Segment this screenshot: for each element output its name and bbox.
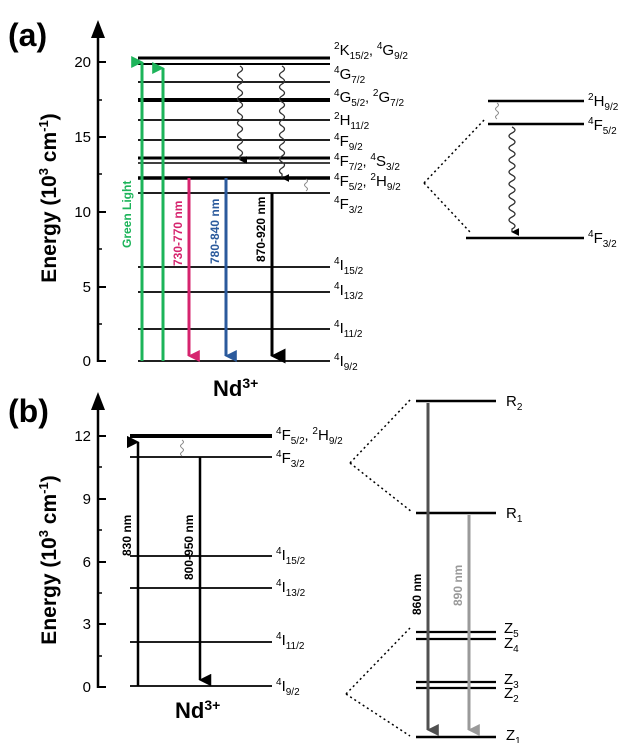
zoom-connector-line	[345, 693, 411, 737]
emission-label-780-840: 780-840 nm	[208, 199, 222, 264]
panel-a-level-labels: 2K15/2, 4G9/2 4G7/2 4G5/2, 2G7/2 2H11/2 …	[334, 41, 408, 373]
green-light-label: Green Light	[120, 181, 134, 248]
emission-label-890: 890 nm	[451, 565, 465, 606]
small-relaxation-squiggle	[180, 439, 184, 457]
panel-b-y-axis-arrowhead	[91, 392, 105, 410]
zoom-connector-line	[423, 182, 471, 233]
zoom-connector-line	[349, 399, 411, 464]
excitation-label-830: 830 nm	[120, 515, 134, 556]
inset-label-H9: 2H9/2	[588, 92, 619, 113]
level-label-I15: 4I15/2	[334, 256, 364, 277]
panel-b-axis-title: Energy (103 cm-1)	[36, 475, 61, 644]
level-label-G5-G7: 4G5/2, 2G7/2	[334, 88, 404, 109]
panel-a-tick-label: 5	[83, 279, 91, 296]
level-label-F7-S3: 4F7/2, 4S3/2	[334, 152, 400, 173]
panel-a-label: (a)	[8, 17, 47, 53]
panel-a-tick-label: 0	[83, 353, 91, 370]
level-label-I11: 4I11/2	[334, 319, 363, 340]
level-label-F9: 4F9/2	[334, 132, 363, 153]
level-label-I9: 4I9/2	[334, 352, 358, 373]
stark-label-Z4: Z4	[504, 635, 519, 655]
stark-label-R1: R1	[506, 505, 523, 525]
level-label-I11: 4I11/2	[276, 631, 305, 652]
panel-a-tick-label: 20	[74, 54, 91, 71]
panel-a-tick-label: 10	[74, 204, 91, 221]
level-label-I9: 4I9/2	[276, 677, 300, 698]
panel-b-level-labels: 4F5/2, 2H9/2 4F3/2 4I15/2 4I13/2 4I11/2 …	[276, 426, 343, 698]
level-label-I15: 4I15/2	[276, 546, 306, 567]
level-label-F3: 4F3/2	[334, 195, 363, 216]
inset-relaxation-arrow	[508, 126, 520, 236]
stark-label-Z3: Z3	[504, 671, 519, 691]
panel-a-tick-label: 15	[74, 129, 91, 146]
level-label-I13: 4I13/2	[334, 281, 364, 302]
panel-b-ion-label: Nd3+	[175, 697, 220, 723]
panel-a-axis-title: Energy (103 cm-1)	[36, 113, 61, 282]
zoom-connector-line	[345, 627, 411, 695]
stark-label-Z2: Z2	[504, 685, 519, 705]
nonradiative-relaxation-arrow	[236, 65, 248, 164]
emission-label-730-770: 730-770 nm	[171, 201, 185, 266]
panel-b-tick-label: 3	[83, 616, 91, 633]
panel-b-tick-label: 0	[83, 679, 91, 696]
level-label-F5-H9: 4F5/2, 2H9/2	[334, 172, 401, 193]
level-label-I13: 4I13/2	[276, 578, 306, 599]
panel-a-levels	[138, 56, 330, 362]
emission-label-860: 860 nm	[410, 574, 424, 615]
small-relaxation-squiggle	[304, 178, 308, 192]
inset-label-F5: 4F5/2	[588, 116, 617, 137]
level-label-H11: 2H11/2	[334, 111, 370, 132]
level-label-G7: 4G7/2	[334, 65, 366, 86]
panel-b-tick-label: 6	[83, 554, 91, 571]
inset-small-squiggle	[495, 102, 499, 120]
level-label-K15-G9: 2K15/2, 4G9/2	[334, 41, 408, 62]
panel-a-y-axis-arrowhead	[91, 20, 105, 38]
level-label-F5-H9: 4F5/2, 2H9/2	[276, 426, 343, 447]
inset-label-F3: 4F3/2	[588, 229, 617, 250]
stark-label-R2: R2	[506, 393, 523, 413]
stark-labels: R2 R1 Z5 Z4 Z3 Z2 Z1	[504, 393, 523, 743]
panel-a-inset: 2H9/2 4F5/2 4F3/2	[466, 92, 619, 250]
panel-b: (b) Energy (103 cm-1) 0 3 6 9 12 830 nm	[8, 392, 523, 743]
level-label-F3: 4F3/2	[276, 449, 305, 470]
panel-b-tick-label: 12	[74, 428, 91, 445]
panel-b-tick-label: 9	[83, 491, 91, 508]
nonradiative-relaxation-arrow	[278, 65, 290, 182]
emission-label-800-950: 800-950 nm	[182, 515, 196, 580]
stark-label-Z1: Z1	[506, 727, 521, 743]
panel-b-label: (b)	[8, 393, 49, 429]
emission-label-870-920: 870-920 nm	[254, 197, 268, 262]
zoom-connector-line	[349, 462, 413, 513]
panel-a-ion-label: Nd3+	[213, 375, 258, 401]
zoom-connector-line	[423, 117, 487, 184]
panel-a: (a) Energy (103 cm-1) 0 5 10 15 20	[8, 17, 619, 401]
stark-label-Z5: Z5	[504, 620, 519, 640]
